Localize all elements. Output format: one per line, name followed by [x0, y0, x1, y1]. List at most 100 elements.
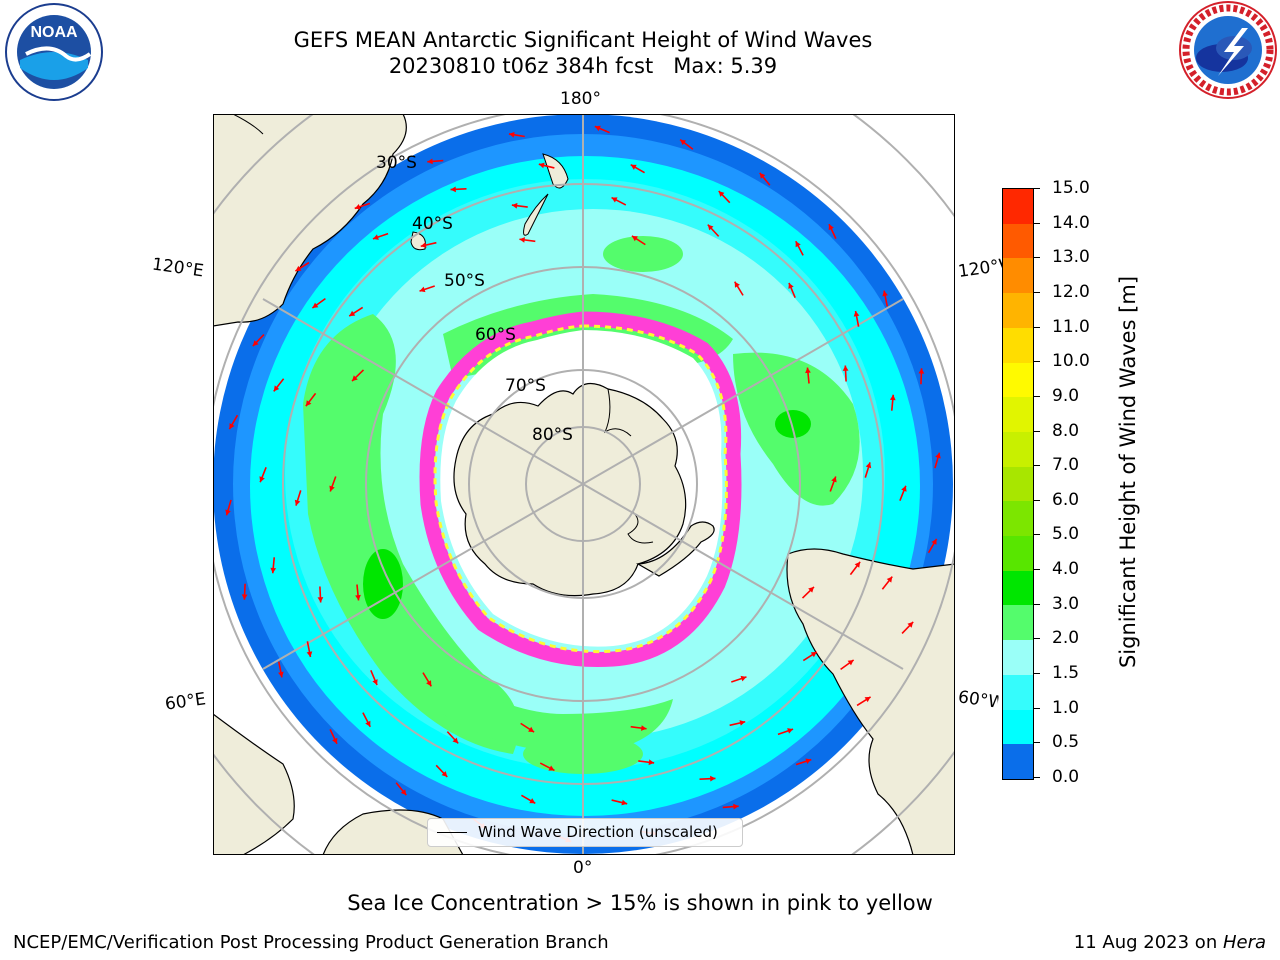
colorbar-tick-mark — [1034, 603, 1040, 605]
colorbar-tick-mark — [1034, 361, 1040, 363]
colorbar — [1002, 188, 1034, 780]
wind-wave-arrowhead — [889, 394, 896, 401]
svg-text:NOAA: NOAA — [30, 24, 78, 41]
legend-label: Wind Wave Direction (unscaled) — [478, 823, 718, 841]
colorbar-segment — [1003, 501, 1033, 537]
wind-wave-arrowhead — [317, 597, 324, 603]
footer-date-text: 11 Aug 2023 on — [1073, 932, 1223, 953]
wind-wave-arrowhead — [529, 798, 536, 804]
wind-wave-arrowhead — [842, 365, 849, 371]
wind-wave-arrowhead — [450, 186, 456, 193]
colorbar-tick-mark — [1034, 742, 1040, 744]
footer-date: 11 Aug 2023 on Hera — [1074, 932, 1266, 954]
wind-wave-arrowhead — [847, 660, 854, 666]
wind-wave-arrowhead — [853, 310, 860, 317]
noaa-logo: NOAA — [5, 3, 103, 101]
colorbar-segment — [1003, 223, 1033, 259]
wind-wave-arrowhead — [452, 737, 459, 744]
colorbar-tick-label: 8.0 — [1052, 420, 1080, 441]
wave-height-high-patch — [303, 314, 519, 754]
lat-label-60s: 60°S — [475, 325, 516, 345]
sea-ice-rim — [419, 311, 742, 668]
wind-wave-arrowhead — [907, 621, 914, 628]
wind-wave-arrowhead — [854, 561, 861, 568]
wind-wave-arrowhead — [648, 759, 655, 766]
colorbar-segment — [1003, 674, 1033, 710]
colorbar-tick-mark — [1034, 707, 1040, 709]
wind-wave-arrowhead — [538, 162, 545, 169]
colorbar-tick-mark — [1034, 569, 1040, 571]
colorbar-tick-label: 0.0 — [1052, 767, 1080, 787]
colorbar-tick-label: 0.5 — [1052, 732, 1080, 753]
footer-host: Hera — [1222, 932, 1266, 953]
lon-label-60w: 60°W — [956, 687, 1000, 713]
wind-wave-arrowhead — [229, 423, 235, 430]
sea-ice-caption: Sea Ice Concentration > 15% is shown in … — [347, 891, 933, 915]
map-legend: Wind Wave Direction (unscaled) — [427, 818, 743, 847]
lon-label-60e: 60°E — [163, 689, 208, 715]
wind-wave-arrowhead — [270, 567, 277, 574]
wind-wave-arrowhead — [805, 367, 811, 374]
wind-wave-arrowhead — [508, 131, 515, 138]
footer-branch: NCEP/EMC/Verification Post Processing Pr… — [13, 932, 609, 953]
colorbar-tick-mark — [1034, 222, 1040, 224]
wind-wave-arrowhead — [528, 726, 535, 733]
colorbar-tick-mark — [1034, 257, 1040, 259]
africa — [213, 713, 295, 855]
wind-wave-arrowhead — [640, 725, 647, 731]
wind-wave-arrowhead — [594, 125, 601, 132]
colorbar-tick-label: 1.0 — [1052, 697, 1080, 718]
colorbar-segment — [1003, 536, 1033, 571]
colorbar-tick-mark — [1034, 430, 1040, 432]
colorbar-segment — [1003, 570, 1033, 606]
wind-wave-arrows — [225, 125, 941, 843]
wind-wave-arrowhead — [273, 385, 280, 392]
wind-wave-arrowhead — [225, 509, 231, 516]
colorbar-tick-label: 9.0 — [1052, 385, 1080, 406]
wind-wave-arrowhead — [740, 675, 747, 682]
colorbar-tick-mark — [1034, 291, 1040, 293]
wind-wave-arrowhead — [259, 476, 265, 483]
wind-wave-arrowhead — [739, 720, 746, 726]
lat-label-40s: 40°S — [412, 214, 453, 234]
wind-wave-arrowhead — [621, 799, 628, 806]
wind-wave-arrowhead — [734, 281, 740, 288]
colorbar-tick-mark — [1034, 673, 1040, 675]
wind-wave-arrowhead — [788, 282, 794, 289]
wind-wave-arrowhead — [931, 538, 937, 545]
colorbar-segment — [1003, 258, 1033, 294]
wind-wave-arrowhead — [707, 224, 714, 231]
wind-wave-arrowhead — [349, 310, 356, 317]
colorbar-tick-mark — [1034, 534, 1040, 536]
colorbar-segment — [1003, 189, 1033, 224]
wind-wave-arrowhead — [808, 586, 814, 593]
colorbar-tick-label: 4.0 — [1052, 559, 1080, 580]
wind-wave-arrowhead — [831, 476, 837, 483]
colorbar-tick-mark — [1034, 395, 1040, 397]
lat-label-80s: 80°S — [532, 425, 573, 445]
lat-label-70s: 70°S — [505, 376, 546, 396]
colorbar-tick-mark — [1034, 638, 1040, 640]
colorbar-segment — [1003, 293, 1033, 328]
wind-wave-arrowhead — [810, 651, 817, 658]
colorbar-tick-label: 6.0 — [1052, 489, 1080, 510]
colorbar-label: Significant Height of Wind Waves [m] — [1116, 275, 1140, 669]
wind-wave-arrowhead — [278, 671, 284, 678]
wind-wave-arrowhead — [630, 164, 637, 170]
colorbar-tick-mark — [1034, 326, 1040, 328]
wind-wave-arrowhead — [372, 234, 379, 240]
colorbar-tick-label: 12.0 — [1052, 281, 1090, 302]
title-line-1: GEFS MEAN Antarctic Significant Height o… — [293, 28, 873, 52]
colorbar-tick-label: 10.0 — [1052, 351, 1090, 372]
antarctica — [453, 383, 687, 597]
colorbar-tick-label: 2.0 — [1052, 628, 1080, 649]
colorbar-tick-label: 14.0 — [1052, 212, 1090, 233]
lon-label-120e: 120°E — [150, 254, 205, 282]
wind-wave-arrowhead — [355, 594, 361, 601]
legend-line-sample — [437, 832, 467, 833]
wind-wave-arrowhead — [295, 265, 302, 272]
wind-wave-arrowhead — [312, 302, 319, 308]
colorbar-segment — [1003, 709, 1033, 745]
wind-wave-arrowhead — [718, 191, 725, 197]
wind-wave-arrowhead — [294, 499, 301, 506]
